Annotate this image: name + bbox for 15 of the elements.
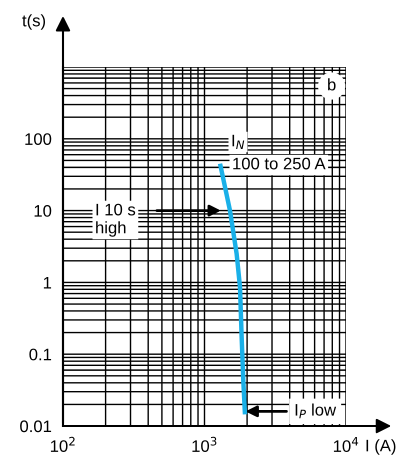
annotation: 100 to 250 A	[233, 158, 326, 170]
y-axis-title: t(s)	[22, 14, 46, 30]
x-axis-title: I (A)	[366, 439, 396, 455]
annotation: I$_{N}$	[232, 134, 244, 150]
annotation: I 10 s high	[96, 204, 136, 237]
y-tick-label: 10	[34, 205, 52, 217]
y-tick-label: 0.01	[20, 420, 52, 432]
y-tick-label: 0.1	[29, 348, 52, 360]
annotation: I$_{P}$ low	[296, 403, 336, 418]
x-tick-label: 10$^{3}$	[192, 436, 216, 452]
y-tick-label: 100	[25, 133, 52, 146]
x-tick-label: 10$^{2}$	[50, 436, 75, 452]
y-tick-label: 1	[44, 276, 52, 288]
x-tick-label: 10$^{4}$	[334, 436, 358, 452]
annotation: b	[328, 78, 336, 90]
